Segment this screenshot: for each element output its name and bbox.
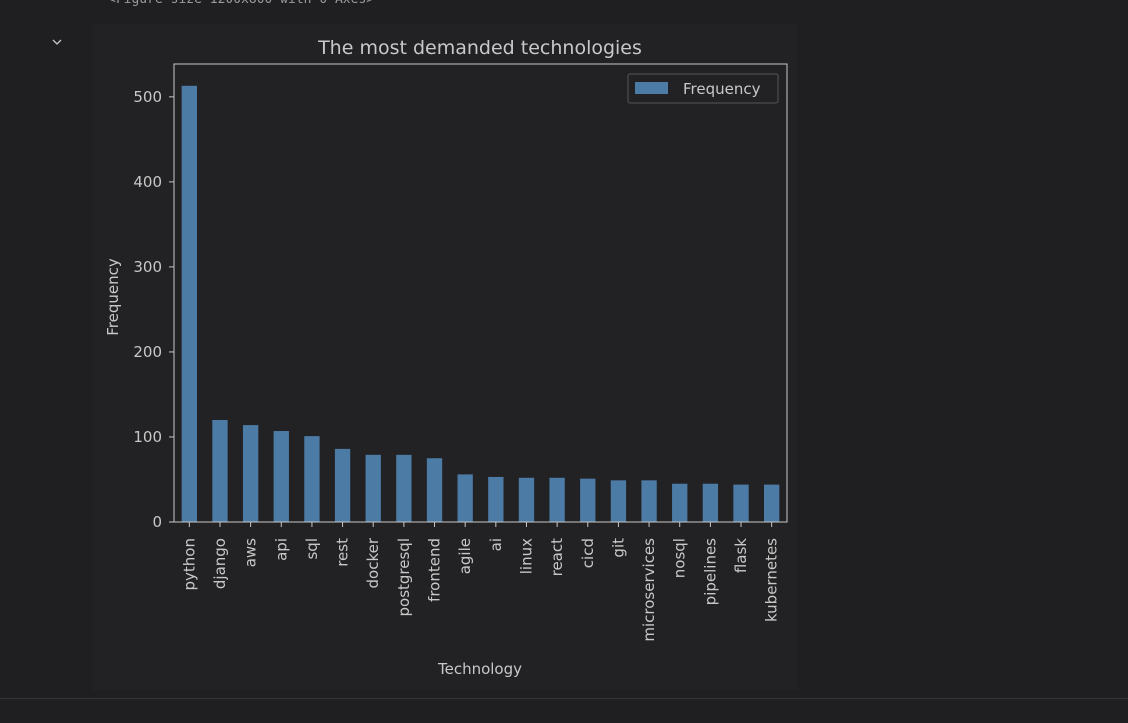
bar xyxy=(610,480,627,522)
bar xyxy=(273,431,289,522)
y-axis-label: Frequency xyxy=(104,258,122,336)
bar xyxy=(549,477,565,522)
bar xyxy=(733,484,749,522)
bar xyxy=(212,419,228,522)
x-tick-label: rest xyxy=(334,538,352,567)
x-tick-label: git xyxy=(609,538,627,558)
x-tick-label: pipelines xyxy=(701,538,719,606)
bar xyxy=(242,425,259,522)
x-tick-label: microservices xyxy=(640,538,658,642)
bar xyxy=(580,478,596,522)
x-tick-label: linux xyxy=(517,538,535,574)
bar xyxy=(641,480,657,522)
y-tick-label: 0 xyxy=(152,513,162,531)
x-tick-label: flask xyxy=(732,538,750,573)
x-tick-label: sql xyxy=(303,538,321,560)
bar xyxy=(457,474,473,522)
y-tick-label: 100 xyxy=(133,428,162,446)
x-tick-label: aws xyxy=(242,538,260,567)
y-tick-label: 500 xyxy=(133,88,162,106)
x-tick-label: agile xyxy=(456,538,474,574)
x-tick-label: ai xyxy=(487,538,505,551)
bar xyxy=(181,85,197,523)
bar xyxy=(764,484,780,522)
x-tick-label: postgresql xyxy=(395,538,413,617)
x-tick-label: python xyxy=(180,538,198,590)
collapse-chevron[interactable] xyxy=(52,39,62,45)
plot-frame xyxy=(173,63,788,523)
x-axis-label: Technology xyxy=(437,660,522,678)
bar xyxy=(304,436,320,522)
y-tick-label: 400 xyxy=(133,173,162,191)
y-tick-label: 300 xyxy=(133,258,162,276)
x-tick-label: nosql xyxy=(671,538,689,578)
bar xyxy=(488,476,504,522)
chart-title: The most demanded technologies xyxy=(317,37,642,59)
bar xyxy=(518,477,535,522)
legend-label: Frequency xyxy=(683,80,761,98)
x-tick-label: kubernetes xyxy=(763,538,781,622)
legend-box xyxy=(627,73,779,104)
bar xyxy=(702,483,719,522)
y-tick-label: 200 xyxy=(133,343,162,361)
x-tick-label: django xyxy=(211,538,229,589)
figure-background xyxy=(92,24,798,690)
bar xyxy=(365,454,381,522)
bar xyxy=(334,448,351,522)
bar xyxy=(396,454,412,522)
bar xyxy=(672,483,688,522)
cell-output-text: <Figure size 1200x800 with 0 Axes> xyxy=(108,0,374,7)
x-tick-label: frontend xyxy=(426,538,444,602)
x-tick-label: react xyxy=(548,538,566,577)
x-tick-label: cicd xyxy=(579,538,597,568)
bar xyxy=(426,458,443,522)
x-tick-label: api xyxy=(272,538,290,561)
legend-swatch xyxy=(635,82,668,94)
x-tick-label: docker xyxy=(364,537,382,588)
plot-area: 0 100 200 300 400 500 python django aws api sql res… xyxy=(133,63,788,642)
